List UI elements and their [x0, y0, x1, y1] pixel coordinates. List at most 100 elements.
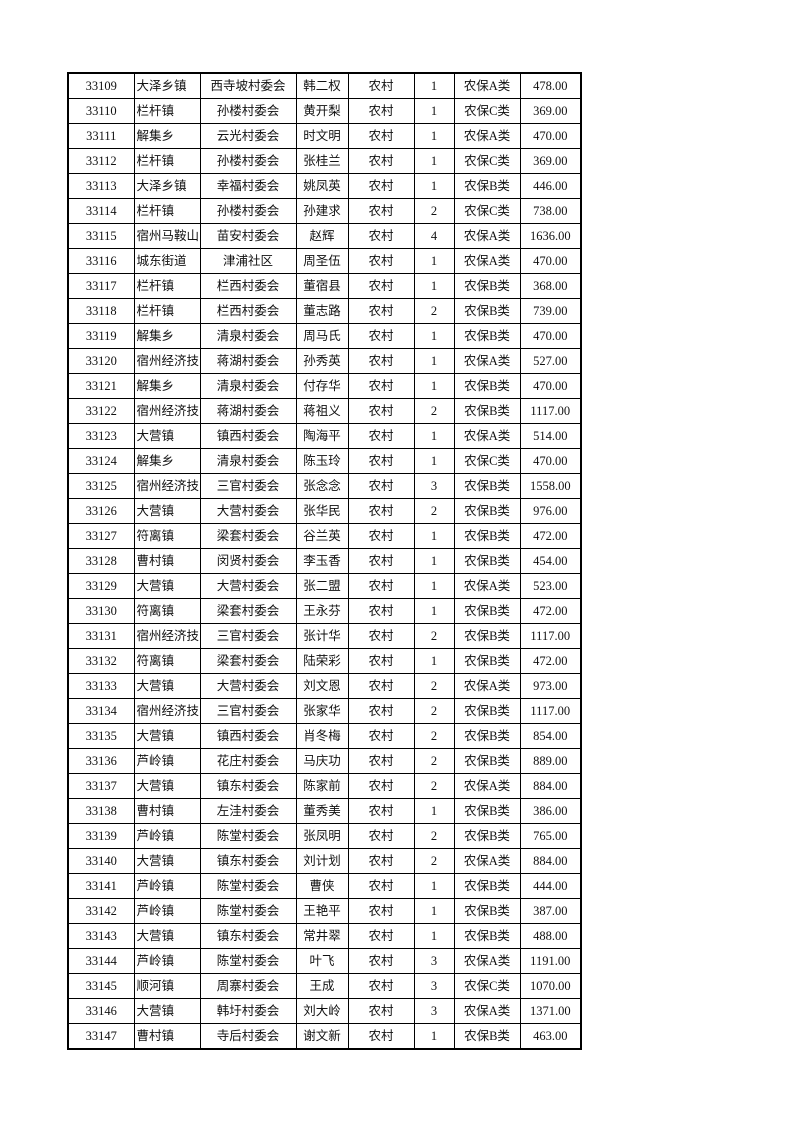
town-cell: 芦岭镇	[133, 948, 201, 974]
id-cell: 33142	[67, 898, 135, 924]
id-cell: 33127	[67, 523, 135, 549]
count-cell: 1	[413, 423, 455, 449]
table-row: 33116 城东街道 津浦社区 周圣伍 农村 1 农保A类 470.00	[67, 248, 582, 274]
category-cell: 农保C类	[453, 448, 521, 474]
category-cell: 农保B类	[453, 173, 521, 199]
amount-cell: 387.00	[519, 898, 582, 924]
count-cell: 3	[413, 948, 455, 974]
name-cell: 陈家前	[295, 773, 349, 799]
category-cell: 农保A类	[453, 223, 521, 249]
town-cell: 宿州经济技	[133, 348, 201, 374]
type-cell: 农村	[347, 198, 415, 224]
id-cell: 33132	[67, 648, 135, 674]
name-cell: 刘计划	[295, 848, 349, 874]
town-cell: 大营镇	[133, 723, 201, 749]
table-row: 33114 栏杆镇 孙楼村委会 孙建求 农村 2 农保C类 738.00	[67, 198, 582, 224]
town-cell: 大营镇	[133, 923, 201, 949]
name-cell: 孙秀英	[295, 348, 349, 374]
count-cell: 2	[413, 198, 455, 224]
village-cell: 镇西村委会	[199, 723, 297, 749]
category-cell: 农保C类	[453, 973, 521, 999]
id-cell: 33111	[67, 123, 135, 149]
id-cell: 33134	[67, 698, 135, 724]
town-cell: 芦岭镇	[133, 823, 201, 849]
category-cell: 农保B类	[453, 723, 521, 749]
table-row: 33131 宿州经济技 三官村委会 张计华 农村 2 农保B类 1117.00	[67, 623, 582, 649]
village-cell: 孙楼村委会	[199, 198, 297, 224]
table-body: 33109 大泽乡镇 西寺坡村委会 韩二权 农村 1 农保A类 478.00 33110 栏杆镇孙…	[67, 72, 582, 1050]
table-row: 33140 大营镇 镇东村委会 刘计划 农村 2 农保A类 884.00	[67, 848, 582, 874]
id-cell: 33115	[67, 223, 135, 249]
id-cell: 33126	[67, 498, 135, 524]
type-cell: 农村	[347, 448, 415, 474]
village-cell: 西寺坡村委会	[199, 72, 297, 99]
name-cell: 董宿县	[295, 273, 349, 299]
id-cell: 33109	[67, 72, 135, 99]
table-row: 33120 宿州经济技 蒋湖村委会 孙秀英 农村 1 农保A类 527.00	[67, 348, 582, 374]
name-cell: 刘文恩	[295, 673, 349, 699]
amount-cell: 1191.00	[519, 948, 582, 974]
village-cell: 苗安村委会	[199, 223, 297, 249]
table-row: 33109 大泽乡镇 西寺坡村委会 韩二权 农村 1 农保A类 478.00	[67, 72, 582, 99]
village-cell: 镇西村委会	[199, 423, 297, 449]
type-cell: 农村	[347, 773, 415, 799]
table-row: 33110 栏杆镇 孙楼村委会 黄开梨 农村 1 农保C类 369.00	[67, 98, 582, 124]
id-cell: 33136	[67, 748, 135, 774]
count-cell: 1	[413, 173, 455, 199]
type-cell: 农村	[347, 148, 415, 174]
count-cell: 2	[413, 398, 455, 424]
type-cell: 农村	[347, 923, 415, 949]
id-cell: 33133	[67, 673, 135, 699]
category-cell: 农保C类	[453, 98, 521, 124]
id-cell: 33146	[67, 998, 135, 1024]
category-cell: 农保A类	[453, 248, 521, 274]
amount-cell: 973.00	[519, 673, 582, 699]
count-cell: 2	[413, 498, 455, 524]
village-cell: 花庄村委会	[199, 748, 297, 774]
village-cell: 三官村委会	[199, 698, 297, 724]
town-cell: 芦岭镇	[133, 748, 201, 774]
village-cell: 镇东村委会	[199, 848, 297, 874]
id-cell: 33139	[67, 823, 135, 849]
name-cell: 陈玉玲	[295, 448, 349, 474]
count-cell: 1	[413, 873, 455, 899]
count-cell: 2	[413, 823, 455, 849]
table-row: 33133 大营镇 大营村委会 刘文恩 农村 2 农保A类 973.00	[67, 673, 582, 699]
count-cell: 2	[413, 673, 455, 699]
amount-cell: 470.00	[519, 248, 582, 274]
table-row: 33128 曹村镇 闵贤村委会 李玉香 农村 1 农保B类 454.00	[67, 548, 582, 574]
amount-cell: 386.00	[519, 798, 582, 824]
category-cell: 农保B类	[453, 873, 521, 899]
category-cell: 农保A类	[453, 123, 521, 149]
name-cell: 王永芬	[295, 598, 349, 624]
category-cell: 农保B类	[453, 748, 521, 774]
table-row: 33135 大营镇 镇西村委会 肖冬梅 农村 2 农保B类 854.00	[67, 723, 582, 749]
town-cell: 栏杆镇	[133, 98, 201, 124]
amount-cell: 369.00	[519, 98, 582, 124]
category-cell: 农保B类	[453, 298, 521, 324]
table-row: 33124 解集乡 清泉村委会 陈玉玲 农村 1 农保C类 470.00	[67, 448, 582, 474]
type-cell: 农村	[347, 723, 415, 749]
category-cell: 农保A类	[453, 573, 521, 599]
town-cell: 解集乡	[133, 448, 201, 474]
id-cell: 33110	[67, 98, 135, 124]
town-cell: 城东街道	[133, 248, 201, 274]
amount-cell: 470.00	[519, 448, 582, 474]
id-cell: 33137	[67, 773, 135, 799]
village-cell: 蒋湖村委会	[199, 398, 297, 424]
id-cell: 33112	[67, 148, 135, 174]
name-cell: 黄开梨	[295, 98, 349, 124]
table-row: 33125 宿州经济技 三官村委会 张念念 农村 3 农保B类 1558.00	[67, 473, 582, 499]
amount-cell: 446.00	[519, 173, 582, 199]
count-cell: 2	[413, 623, 455, 649]
name-cell: 周马氏	[295, 323, 349, 349]
count-cell: 1	[413, 72, 455, 99]
amount-cell: 1117.00	[519, 398, 582, 424]
id-cell: 33120	[67, 348, 135, 374]
village-cell: 蒋湖村委会	[199, 348, 297, 374]
name-cell: 陆荣彩	[295, 648, 349, 674]
table-row: 33115 宿州马鞍山 苗安村委会 赵辉 农村 4 农保A类 1636.00	[67, 223, 582, 249]
count-cell: 3	[413, 973, 455, 999]
category-cell: 农保A类	[453, 348, 521, 374]
village-cell: 津浦社区	[199, 248, 297, 274]
